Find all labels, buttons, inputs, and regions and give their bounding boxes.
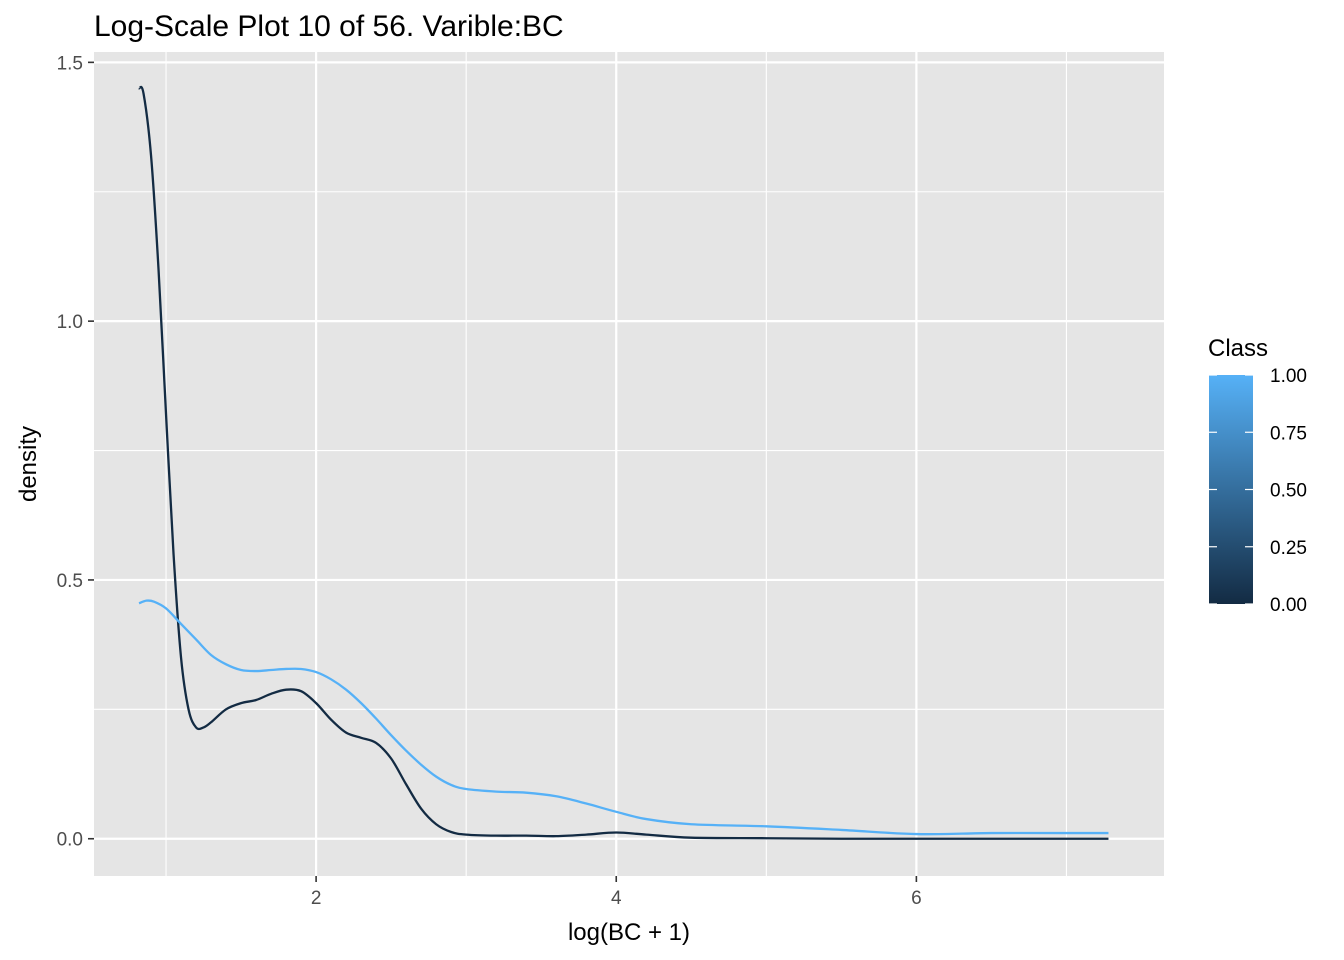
density-line-class-0 [137, 85, 1109, 840]
y-tick-label: 1.0 [57, 312, 83, 333]
legend-tick-label: 1.00 [1270, 366, 1307, 387]
x-tick-label: 6 [911, 888, 922, 909]
legend-tick-label: 0.75 [1270, 423, 1307, 444]
x-axis-title: log(BC + 1) [568, 919, 690, 946]
series-layer [137, 85, 1109, 840]
chart-title: Log-Scale Plot 10 of 56. Varible:BC [94, 10, 564, 43]
legend-title: Class [1208, 335, 1268, 362]
class-legend: Class 0.00 0.25 0.50 0.75 1.00 [1208, 335, 1307, 616]
y-tick-label: 1.5 [57, 53, 83, 74]
x-tick-label: 4 [611, 888, 622, 909]
x-tick-label: 2 [311, 888, 322, 909]
y-tick-label: 0.0 [57, 830, 83, 851]
y-axis-title: density [15, 426, 42, 502]
plot-panel [94, 52, 1164, 876]
legend-tick-label: 0.50 [1270, 481, 1307, 502]
legend-tick-label: 0.25 [1270, 538, 1307, 559]
density-line-class-1 [138, 599, 1109, 836]
legend-ticks: 0.00 0.25 0.50 0.75 1.00 [1209, 366, 1307, 616]
y-tick-label: 0.5 [57, 571, 83, 592]
axes-layer: 0.0 0.5 1.0 1.5 2 4 6 [57, 53, 922, 909]
legend-tick-label: 0.00 [1270, 595, 1307, 616]
minor-gridlines [94, 52, 1164, 876]
